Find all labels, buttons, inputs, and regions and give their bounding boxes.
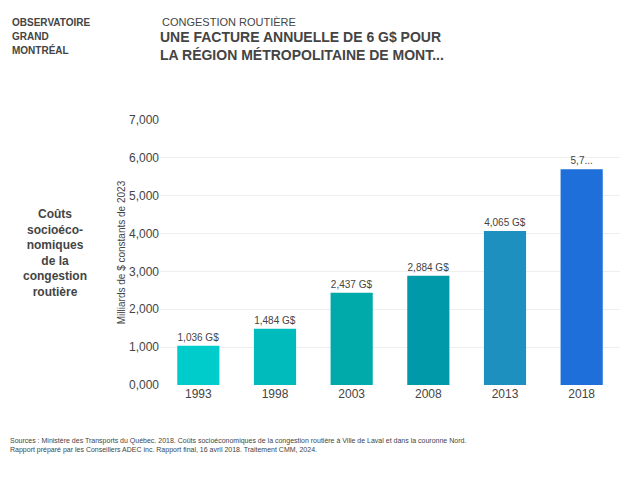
svg-text:2,884 G$: 2,884 G$: [408, 262, 450, 273]
svg-text:5,7...: 5,7...: [571, 155, 593, 166]
svg-text:Sources : Ministère des Transp: Sources : Ministère des Transports du Qu…: [10, 437, 466, 454]
svg-text:2008: 2008: [415, 387, 442, 401]
svg-text:6,000: 6,000: [129, 151, 159, 165]
svg-text:3,000: 3,000: [129, 265, 159, 279]
svg-text:CONGESTION ROUTIÈRE: CONGESTION ROUTIÈRE: [162, 16, 296, 28]
svg-text:5,000: 5,000: [129, 189, 159, 203]
svg-text:MONTRÉAL: MONTRÉAL: [12, 44, 69, 56]
svg-text:1,036 G$: 1,036 G$: [178, 332, 220, 343]
svg-text:UNE FACTURE ANNUELLE DE 6 G$ P: UNE FACTURE ANNUELLE DE 6 G$ POURLA RÉGI…: [160, 29, 444, 63]
svg-text:4,065 G$: 4,065 G$: [484, 217, 526, 228]
svg-text:2,000: 2,000: [129, 302, 159, 316]
svg-text:2013: 2013: [492, 387, 519, 401]
svg-text:2003: 2003: [338, 387, 365, 401]
svg-text:Coûtssocioéco-nomiquesde lacon: Coûtssocioéco-nomiquesde lacongestionrou…: [23, 207, 87, 299]
svg-text:2018: 2018: [568, 387, 595, 401]
svg-text:1993: 1993: [185, 387, 212, 401]
svg-text:4,000: 4,000: [129, 227, 159, 241]
svg-text:GRAND: GRAND: [12, 31, 49, 42]
svg-text:7,000: 7,000: [129, 113, 159, 127]
svg-text:1,000: 1,000: [129, 340, 159, 354]
svg-text:1998: 1998: [262, 387, 289, 401]
svg-text:2,437 G$: 2,437 G$: [331, 279, 373, 290]
svg-text:Milliards de $ constants de 20: Milliards de $ constants de 2023: [116, 180, 127, 324]
svg-text:OBSERVATOIRE: OBSERVATOIRE: [12, 17, 90, 28]
svg-text:0,000: 0,000: [129, 378, 159, 392]
svg-text:1,484 G$: 1,484 G$: [254, 315, 296, 326]
